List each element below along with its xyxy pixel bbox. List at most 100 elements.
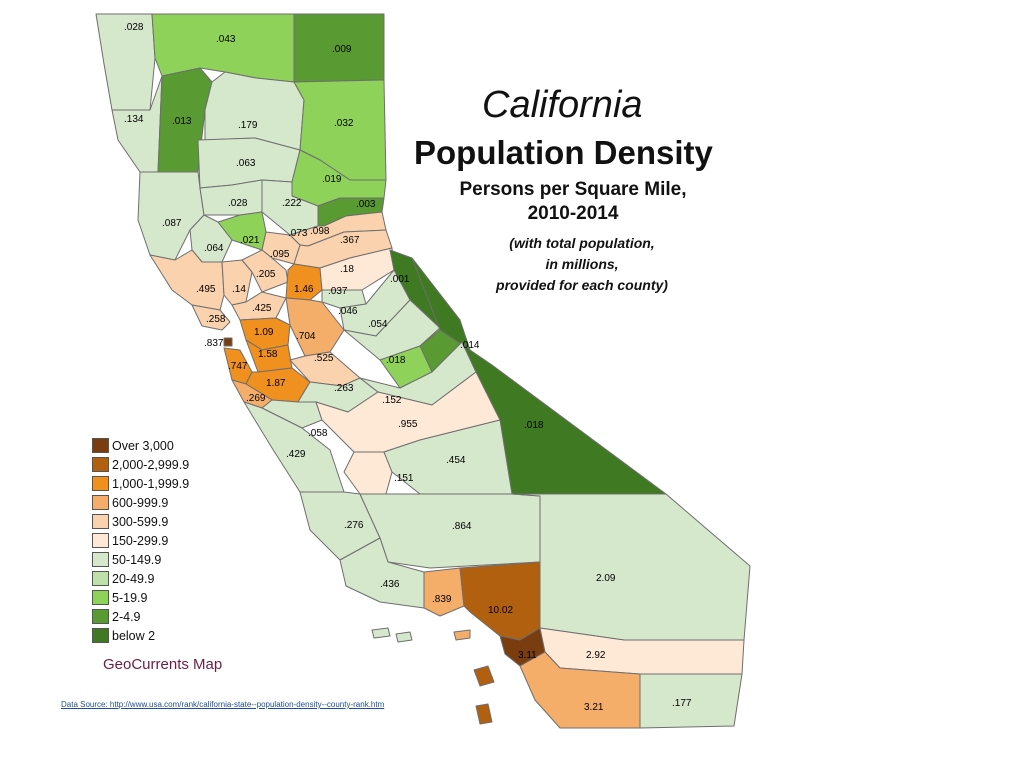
county-density-label: .054: [368, 319, 388, 330]
county-ventura: [423, 567, 465, 617]
legend-swatch: [92, 571, 109, 586]
map-subtitle: Population Density: [414, 134, 713, 171]
county-density-label: .134: [124, 114, 144, 125]
legend-swatch: [92, 514, 109, 529]
county-density-label: .454: [446, 455, 466, 466]
county-density-label: .864: [452, 521, 472, 532]
county-density-label: .263: [334, 383, 354, 394]
county-density-label: .028: [124, 22, 144, 33]
county-san-joaquin: [285, 297, 345, 357]
legend-label: below 2: [112, 628, 156, 643]
county-density-label: 2.09: [596, 573, 616, 584]
county-density-label: .013: [172, 116, 192, 127]
county-density-label: 1.09: [254, 327, 274, 338]
county-density-label: .839: [432, 594, 452, 605]
county-marin: [191, 304, 231, 331]
legend-label: 600-999.9: [112, 495, 169, 510]
county-density-label: 1.46: [294, 284, 314, 295]
legend-label: 1,000-1,999.9: [112, 476, 190, 491]
legend-item: 600-999.9: [92, 493, 189, 512]
county-density-label: .018: [386, 355, 406, 366]
map-note: (with total population, in millions, pro…: [438, 233, 726, 296]
county-density-label: .073: [288, 228, 308, 239]
county-density-label: .177: [672, 698, 692, 709]
legend-label: 2,000-2,999.9: [112, 457, 190, 472]
county-density-label: .009: [332, 44, 352, 55]
note-line-2: in millions,: [545, 256, 619, 272]
legend-item: 5-19.9: [92, 588, 189, 607]
legend-label: 5-19.9: [112, 590, 148, 605]
county-density-label: .18: [340, 264, 354, 275]
legend-item: 50-149.9: [92, 550, 189, 569]
legend-label: 50-149.9: [112, 552, 162, 567]
county-density-label: .525: [314, 353, 334, 364]
county-density-label: .001: [390, 274, 410, 285]
legend-item: 300-599.9: [92, 512, 189, 531]
legend-swatch: [92, 457, 109, 472]
county-density-label: .046: [338, 306, 358, 317]
county-density-label: .043: [216, 34, 236, 45]
county-density-label: .003: [356, 199, 376, 210]
legend-label: 300-599.9: [112, 514, 169, 529]
legend-swatch: [92, 590, 109, 605]
county-density-label: 1.87: [266, 378, 286, 389]
map-units: Persons per Square Mile, 2010-2014: [400, 178, 746, 226]
county-density-label: 10.02: [488, 605, 513, 616]
county-kings: [343, 451, 393, 495]
county-density-label: 1.58: [258, 349, 278, 360]
units-line: Persons per Square Mile,: [459, 179, 687, 200]
county-density-label: .095: [270, 249, 290, 260]
county-los-angeles: [459, 561, 541, 641]
county-density-label: 3.11: [518, 650, 537, 661]
county-density-label: .222: [282, 198, 302, 209]
county-density-label: .425: [252, 303, 272, 314]
legend-swatch: [92, 533, 109, 548]
county-density-label: 3.21: [584, 702, 604, 713]
county-density-label: .021: [240, 235, 260, 246]
county-sf: [223, 337, 233, 347]
legend: Over 3,000 2,000-2,999.9 1,000-1,999.9 600-…: [92, 436, 189, 645]
county-density-label: .955: [398, 419, 418, 430]
data-source-link[interactable]: Data Source: http://www.usa.com/rank/cal…: [61, 700, 385, 709]
legend-item: 150-299.9: [92, 531, 189, 550]
county-kern: [359, 493, 541, 569]
legend-item: 20-49.9: [92, 569, 189, 588]
legend-label: Over 3,000: [112, 438, 174, 453]
county-imperial: [639, 673, 743, 729]
legend-swatch: [92, 495, 109, 510]
map-credit: GeoCurrents Map: [103, 656, 223, 673]
years-line: 2010-2014: [527, 203, 619, 224]
county-density-label: .028: [228, 198, 248, 209]
county-monterey: [243, 401, 345, 493]
county-density-label: .436: [380, 579, 400, 590]
county-density-label: .064: [204, 243, 224, 254]
county-density-label: .032: [334, 118, 354, 129]
map-title: California: [482, 84, 643, 126]
legend-swatch: [92, 552, 109, 567]
county-density-label: .837: [204, 338, 224, 349]
county-san-bernardino: [511, 493, 751, 641]
county-density-label: .429: [286, 449, 306, 460]
legend-item: 1,000-1,999.9: [92, 474, 189, 493]
county-alameda: [245, 339, 293, 373]
county-labels: .028 .043 .009 .134 .013 .179 .032 .063 .019 .222…: [124, 22, 692, 713]
legend-swatch: [92, 609, 109, 624]
county-density-label: .14: [232, 284, 246, 295]
county-density-label: .019: [322, 174, 342, 185]
county-density-label: .151: [394, 473, 414, 484]
note-line-1: (with total population,: [509, 235, 655, 251]
island-1: [371, 627, 391, 639]
legend-swatch: [92, 438, 109, 453]
county-density-label: .747: [228, 361, 248, 372]
legend-item: 2,000-2,999.9: [92, 455, 189, 474]
county-density-label: .037: [328, 286, 348, 297]
county-density-label: .704: [296, 331, 316, 342]
county-density-label: .269: [246, 393, 266, 404]
island-2: [395, 631, 413, 643]
county-density-label: .367: [340, 235, 360, 246]
county-density-label: .018: [524, 420, 544, 431]
county-density-label: .014: [460, 340, 480, 351]
county-density-label: .063: [236, 158, 256, 169]
county-yolo: [241, 249, 289, 293]
note-line-3: provided for each county): [496, 277, 668, 293]
